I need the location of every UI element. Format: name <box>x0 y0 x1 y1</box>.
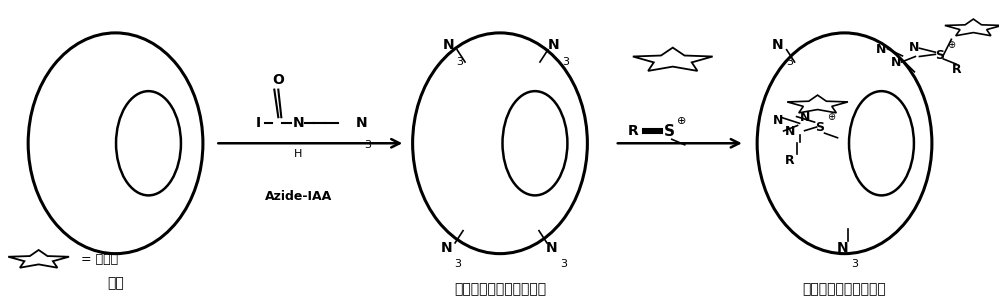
Ellipse shape <box>28 33 203 254</box>
Polygon shape <box>945 19 1000 36</box>
Text: N: N <box>772 114 783 127</box>
Text: 3: 3 <box>365 140 372 150</box>
Text: 3: 3 <box>457 57 464 67</box>
Text: 标记有叠氯的胞内外蛋白: 标记有叠氯的胞内外蛋白 <box>454 282 546 296</box>
Text: 3: 3 <box>562 57 569 67</box>
Text: N: N <box>799 111 810 124</box>
Text: S: S <box>664 124 675 139</box>
Text: N: N <box>837 241 848 254</box>
Ellipse shape <box>849 91 914 195</box>
Text: ⊕: ⊕ <box>947 40 955 50</box>
Text: R: R <box>785 154 794 167</box>
Ellipse shape <box>502 91 567 195</box>
Text: N: N <box>891 55 902 68</box>
Ellipse shape <box>116 91 181 195</box>
Text: N: N <box>909 41 920 54</box>
Text: 3: 3 <box>560 259 567 270</box>
Text: 细胞内发生的正交反应: 细胞内发生的正交反应 <box>803 282 886 296</box>
Text: R: R <box>627 124 638 138</box>
Text: ⊕: ⊕ <box>827 112 836 122</box>
Polygon shape <box>787 95 848 113</box>
Text: N: N <box>292 116 304 130</box>
Text: H: H <box>294 149 302 159</box>
Text: N: N <box>440 241 452 254</box>
Text: O: O <box>272 73 284 87</box>
Text: 3: 3 <box>786 57 793 67</box>
Text: N: N <box>784 124 795 137</box>
Text: N: N <box>546 241 558 254</box>
Text: S: S <box>815 121 824 134</box>
Text: N: N <box>876 43 887 56</box>
Polygon shape <box>8 250 69 268</box>
Text: 3: 3 <box>455 259 462 270</box>
Text: I: I <box>256 116 261 130</box>
Text: R: R <box>952 63 961 76</box>
Text: S: S <box>935 49 944 63</box>
Text: N: N <box>356 116 368 130</box>
Ellipse shape <box>413 33 587 254</box>
Text: 3: 3 <box>851 259 858 270</box>
Text: = 萤光团: = 萤光团 <box>81 253 118 266</box>
Text: Azide-IAA: Azide-IAA <box>265 190 332 203</box>
Text: N: N <box>772 38 783 52</box>
Text: 细胞: 细胞 <box>107 276 124 290</box>
Text: ⊕: ⊕ <box>677 116 686 126</box>
Text: N: N <box>548 38 560 52</box>
Text: N: N <box>442 38 454 52</box>
Polygon shape <box>633 48 713 71</box>
Ellipse shape <box>757 33 932 254</box>
